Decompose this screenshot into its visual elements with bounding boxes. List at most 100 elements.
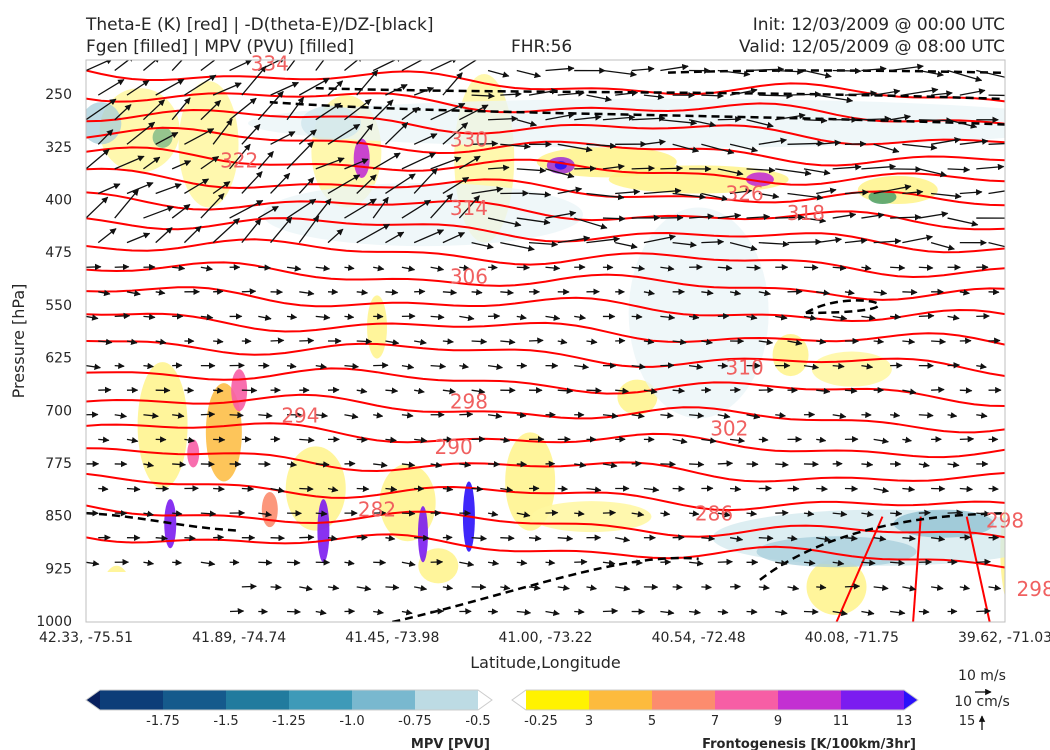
wind-vector [976,363,987,370]
wind-vector [816,236,842,244]
wind-vector [803,510,815,517]
wind-vector [356,69,379,96]
wind-vector [816,583,827,591]
wind-vector [459,314,475,322]
wind-vector [890,166,922,173]
wind-vector [844,90,878,97]
wind-vector [902,234,934,244]
wind-vector [529,337,544,344]
wind-vector [746,119,774,129]
wind-vector [384,122,409,145]
wind-vector [142,99,165,121]
wind-vector [1017,144,1041,146]
wind-vector [442,584,454,591]
theta-e-contour [965,516,991,622]
wind-vector [729,437,746,444]
theta-e-contour [86,69,1005,103]
wind-vector [832,67,862,75]
wind-vector [414,338,427,346]
mpv-colorbar-tick: -0.25 [524,714,558,729]
wind-vector [672,338,687,346]
wind-vector [373,608,384,616]
wind-vector [286,313,298,321]
wind-vector [931,535,946,542]
wind-vector [660,63,689,72]
wind-vector [155,78,185,96]
wind-vector [172,559,183,566]
wind-vector [430,156,462,170]
y-tick-label: 1000 [36,614,72,630]
wind-vector [758,338,774,346]
wind-vector [890,411,901,419]
fgen-fill [418,548,459,584]
wind-vector [126,121,156,145]
wind-vector [401,461,416,468]
wind-vector [344,363,359,370]
wind-vector [832,212,857,219]
wind-vector [672,387,686,394]
wind-vector [689,313,700,321]
wind-vector [660,165,684,172]
theta-e-contour [86,286,1005,323]
wind-vector [229,97,257,121]
wind-vector [832,362,845,370]
wind-vector [803,217,827,224]
fgen-fill [806,558,867,615]
wind-vector [184,128,215,145]
init-time: Init: 12/03/2009 @ 00:00 UTC [752,15,1005,35]
wind-vector [701,535,716,542]
wind-vector [372,60,403,72]
wind-vector [832,510,848,518]
wind-vector [643,387,658,395]
wind-vector [689,510,700,517]
wind-vector [672,437,688,445]
wind-vector [931,386,945,394]
wind-vector [545,168,575,179]
wind-vector [241,583,257,590]
wind-vector [401,560,416,567]
wind-vector [717,168,744,177]
wind-vector [902,388,917,395]
mpv-colorbar-swatch [352,690,416,710]
wind-vector [257,90,284,121]
wind-vector [816,436,827,444]
wind-vector [487,69,510,78]
wind-vector [729,289,742,296]
theta-e-label: 282 [358,498,396,522]
wind-vector [298,129,317,145]
wind-vector [717,558,733,566]
wind-vector [315,157,345,170]
wind-vector [500,289,514,296]
wind-vector [258,510,273,518]
theta-e-contour [86,447,1005,483]
wind-vector [890,510,903,517]
wind-vector [171,60,183,71]
wind-vector [959,289,970,296]
wind-vector [471,186,504,195]
theta-e-label: 326 [726,181,764,205]
mpv-colorbar-tick: -0.5 [465,714,490,729]
wind-vector [516,217,551,226]
wind-vector [988,485,999,492]
mpv-colorbar-extend [86,690,100,710]
wind-vector [298,77,330,96]
intense-fill [261,492,278,528]
y-tick-label: 250 [45,87,72,103]
wind-vector [861,510,874,518]
wind-vector [459,362,469,370]
fgen-colorbar-title: Frontogenesis [K/100km/3hr] [702,737,916,750]
wind-vector [746,66,785,73]
wind-vector [631,264,646,272]
wind-vector [528,88,559,96]
fgen-fill [367,295,388,359]
wind-vector [430,461,443,469]
wind-vector [758,92,794,100]
wind-vector [861,115,892,123]
wind-vector [689,412,705,419]
intense-fill [353,138,370,179]
wind-vector [602,607,619,615]
wind-vector [98,289,111,297]
theta-e-contour [86,146,1005,186]
y-tick-label: 700 [45,403,72,419]
y-axis-label: Pressure [hPa] [9,284,28,399]
